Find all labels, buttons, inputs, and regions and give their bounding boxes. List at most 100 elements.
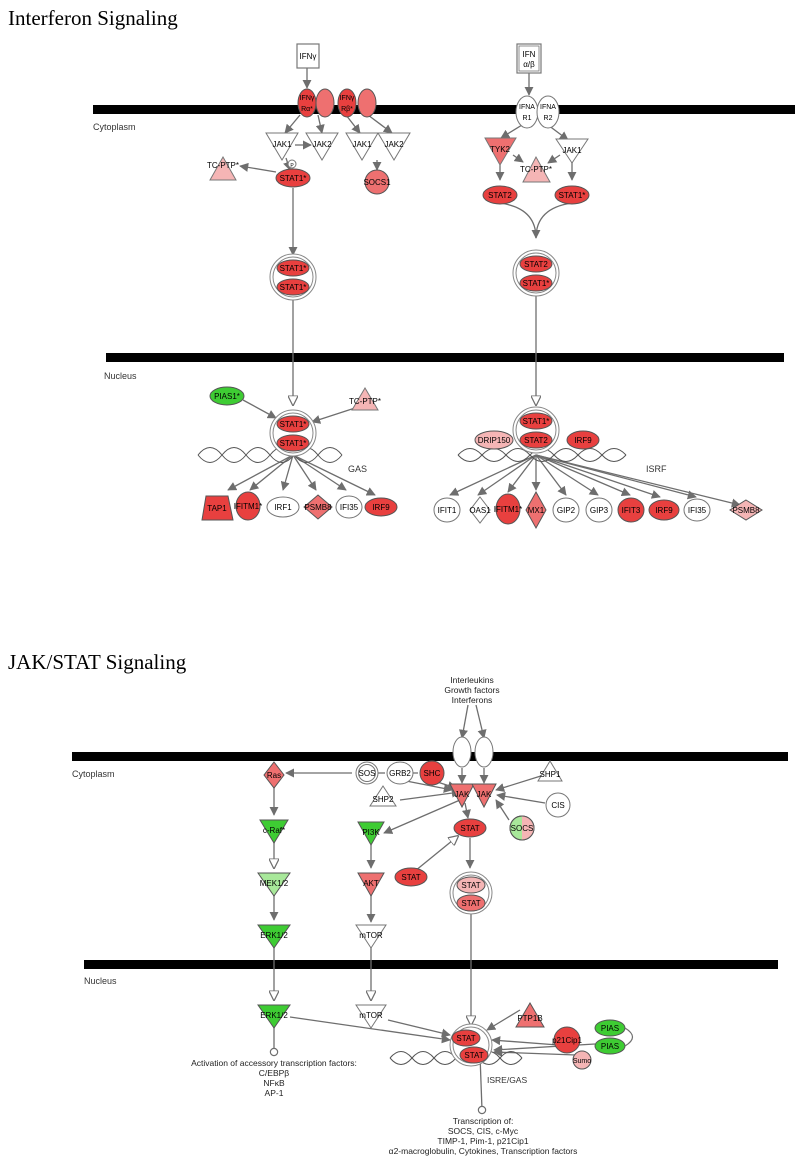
- stat1-nuclear-label-2: STAT1*: [280, 439, 307, 448]
- stat1-dimer[interactable]: STAT1* STAT1*: [269, 253, 317, 301]
- stat1-nuclear-label-1: STAT1*: [280, 420, 307, 429]
- socs1-node[interactable]: SOCS1: [363, 169, 391, 195]
- nucleus-label-1: Nucleus: [104, 371, 137, 381]
- jak2-label-b: JAK2: [384, 140, 404, 149]
- jak1-label-a: JAK1: [272, 140, 292, 149]
- tcptp-label-b: TC-PTP*: [520, 165, 552, 174]
- tyk2-node[interactable]: TYK2: [484, 137, 517, 167]
- stat2-stat1-dimer[interactable]: STAT2 STAT1*: [512, 249, 560, 297]
- irf9-node-n[interactable]: IRF9: [566, 430, 600, 450]
- cytoplasm-label-2: Cytoplasm: [72, 769, 115, 779]
- stat-nuclear-dimer[interactable]: STAT STAT: [449, 1023, 493, 1067]
- target-gip3[interactable]: GIP3: [585, 497, 613, 523]
- socs-label: SOCS: [511, 824, 534, 833]
- tcptp-node-a[interactable]: TC-PTP*: [207, 155, 239, 181]
- tyk2-label: TYK2: [490, 145, 511, 154]
- ras-node[interactable]: Ras: [263, 761, 285, 789]
- socs-node[interactable]: SOCS: [509, 815, 535, 841]
- target-irf9-isrf-label: IRF9: [655, 506, 673, 515]
- target-ifit1-label: IFIT1: [438, 506, 457, 515]
- stat1-dimer-label-1: STAT1*: [280, 264, 307, 273]
- target-ifitm1-gas[interactable]: IFITM1*: [234, 491, 262, 521]
- target-mx1-label: MX1: [528, 506, 545, 515]
- target-psmb8-gas[interactable]: PSMB8: [303, 494, 333, 520]
- pi3k-node[interactable]: PI3K: [357, 821, 385, 847]
- target-tap1[interactable]: TAP1: [201, 495, 234, 521]
- target-ifitm1-isrf[interactable]: IFITM1*: [494, 493, 522, 525]
- target-irf1[interactable]: IRF1: [266, 496, 300, 518]
- craf-node[interactable]: c-Raf*: [259, 819, 289, 844]
- p-label-a: P: [290, 163, 294, 169]
- stat1-node-a[interactable]: STAT1*: [275, 168, 311, 188]
- shp2-node[interactable]: SHP2: [369, 785, 397, 807]
- p-badge-a: P: [287, 159, 297, 169]
- cis-node[interactable]: CIS: [545, 792, 571, 818]
- shp1-node[interactable]: SHP1: [537, 760, 563, 782]
- stat1-node-b[interactable]: STAT1*: [554, 185, 590, 205]
- erk-node-b[interactable]: ERK1/2: [257, 1004, 291, 1029]
- plasma-membrane-1: [93, 105, 795, 114]
- ifngr-receptors[interactable]: IFNγ Rα* IFNγ Rβ*: [297, 88, 377, 118]
- mek-node[interactable]: MEK1/2: [257, 872, 291, 897]
- target-gip2[interactable]: GIP2: [552, 497, 580, 523]
- ifnar1-label-2: R1: [523, 115, 532, 122]
- grb2-node[interactable]: GRB2: [386, 761, 414, 785]
- target-psmb8-isrf[interactable]: PSMB8: [729, 499, 763, 521]
- jak-node-b[interactable]: JAK: [471, 783, 497, 809]
- erk-node-a[interactable]: ERK1/2: [257, 924, 291, 949]
- jak1-node-a[interactable]: JAK1: [265, 132, 299, 161]
- ras-label: Ras: [267, 771, 281, 780]
- target-irf9-isrf[interactable]: IRF9: [648, 499, 680, 521]
- receptor-oval-b[interactable]: [474, 736, 494, 768]
- activation-line-2: C/EBPβ: [259, 1068, 290, 1078]
- panel1-title: Interferon Signaling: [8, 6, 178, 30]
- drip150-node[interactable]: DRIP150: [474, 430, 514, 450]
- jak2-node-b[interactable]: JAK2: [377, 132, 411, 161]
- sumo-node[interactable]: Sumo: [572, 1050, 592, 1070]
- drip150-label: DRIP150: [478, 436, 511, 445]
- stat1-stat2-nuclear-dimer[interactable]: STAT1* STAT2: [512, 406, 560, 454]
- stat1-nuclear-dimer[interactable]: STAT1* STAT1*: [269, 409, 317, 457]
- stat-nuclear-label-1: STAT: [456, 1034, 475, 1043]
- activation-text: Activation of accessory transcription fa…: [191, 1058, 357, 1098]
- ifng-node[interactable]: IFNγ: [296, 43, 320, 69]
- p21-node[interactable]: p21Cip1: [552, 1026, 582, 1054]
- transcription-line-1: Transcription of:: [453, 1116, 514, 1126]
- pias-node-a[interactable]: PIAS: [594, 1019, 626, 1037]
- shp1-label: SHP1: [540, 770, 561, 779]
- stat-node-a[interactable]: STAT: [453, 818, 487, 838]
- target-ifi35-isrf[interactable]: IFI35: [683, 498, 711, 522]
- ifnar1-node[interactable]: IFNA R1: [515, 95, 539, 129]
- jak2-node-a[interactable]: JAK2: [305, 132, 339, 161]
- target-mx1[interactable]: MX1: [525, 490, 547, 530]
- edges-panel2: [274, 704, 596, 1115]
- stat2-node-a[interactable]: STAT2: [482, 185, 518, 205]
- jak-node-a[interactable]: JAK: [449, 783, 475, 809]
- stat-dimer[interactable]: STAT STAT: [449, 871, 493, 915]
- stat-node-b[interactable]: STAT: [394, 867, 428, 887]
- mtor-node-b[interactable]: mTOR: [355, 1004, 387, 1029]
- target-ifit3-label: IFIT3: [622, 506, 641, 515]
- sos-node[interactable]: SOS: [355, 761, 379, 785]
- pias-node-b[interactable]: PIAS: [594, 1037, 626, 1055]
- target-ifit1[interactable]: IFIT1: [433, 497, 461, 523]
- ptp1b-node[interactable]: PTP1B: [515, 1002, 545, 1028]
- grb2-label: GRB2: [389, 769, 411, 778]
- tcptp-node-b[interactable]: TC-PTP*: [520, 155, 552, 183]
- akt-node[interactable]: AKT: [357, 872, 385, 898]
- ifnab-node[interactable]: IFN α/β: [516, 43, 542, 74]
- target-oas1[interactable]: OAS1: [469, 496, 491, 524]
- jak1-node-b[interactable]: JAK1: [345, 132, 379, 161]
- target-ifit3[interactable]: IFIT3: [617, 497, 645, 523]
- mtor-node-a[interactable]: mTOR: [355, 924, 387, 949]
- target-ifitm1-gas-label: IFITM1*: [234, 502, 262, 511]
- target-ifi35-gas[interactable]: IFI35: [335, 495, 363, 519]
- shc-node[interactable]: SHC: [419, 760, 445, 786]
- pias1-node[interactable]: PIAS1*: [209, 386, 245, 406]
- jak1-node-c[interactable]: JAK1: [555, 138, 589, 164]
- receptor-oval-a[interactable]: [452, 736, 472, 768]
- ifnar2-node[interactable]: IFNA R2: [536, 95, 560, 129]
- tcptp-node-n[interactable]: TC-PTP*: [349, 387, 381, 411]
- ligand-interleukins: Interleukins: [450, 675, 493, 685]
- target-irf9-gas[interactable]: IRF9: [364, 497, 398, 517]
